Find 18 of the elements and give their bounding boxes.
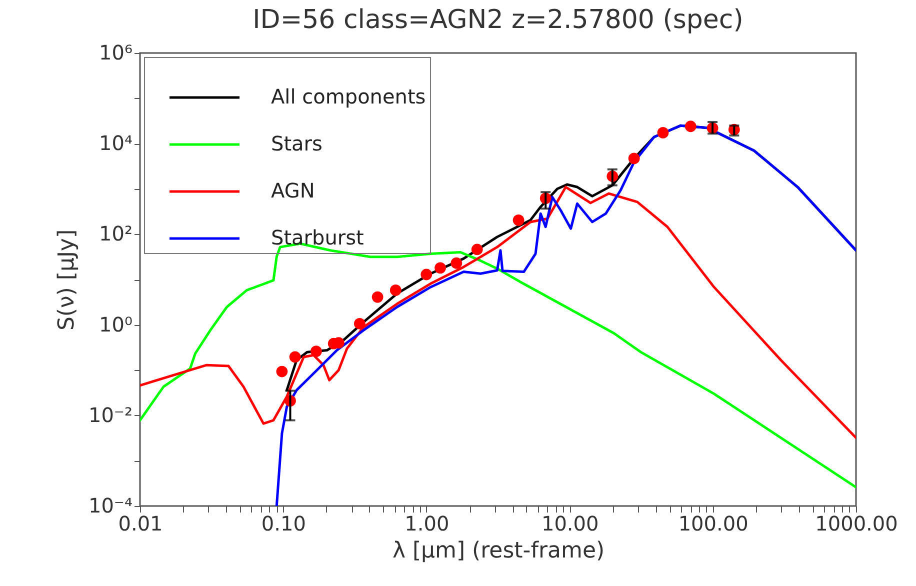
x-tick-label: 100.00 — [678, 512, 748, 536]
chart-title: ID=56 class=AGN2 z=2.57800 (spec) — [252, 5, 744, 35]
y-tick-label: 10⁴ — [99, 131, 132, 156]
x-tick-label: 0.10 — [261, 512, 306, 536]
x-tick-label: 1000.00 — [815, 512, 898, 536]
x-axis-title: λ [μm] (rest-frame) — [392, 538, 605, 564]
x-tick-label: 0.01 — [118, 512, 163, 536]
x-tick-label: 1.00 — [404, 512, 450, 536]
legend-label: Stars — [271, 132, 322, 156]
legend-label: AGN — [271, 178, 315, 202]
y-tick-label: 10⁶ — [99, 40, 132, 64]
x-tick-label: 10.00 — [541, 512, 599, 536]
legend-label: Starburst — [271, 226, 364, 250]
y-tick-label: 10⁻² — [88, 402, 132, 427]
legend-label: All components — [271, 84, 426, 108]
y-tick-label: 10² — [99, 222, 132, 246]
y-tick-label: 10⁰ — [99, 312, 132, 336]
y-axis-title: S(ν) [μJy] — [54, 229, 80, 331]
